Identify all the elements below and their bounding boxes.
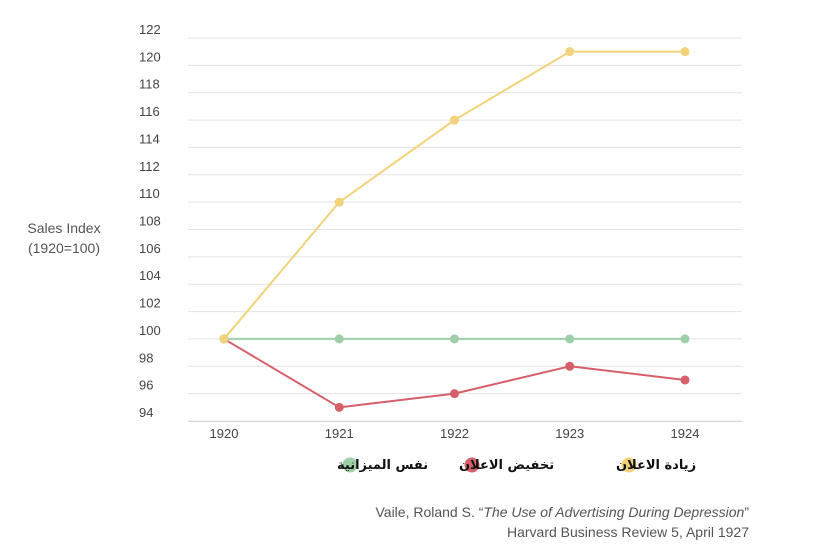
y-tick-labels: 94 96 98 100 102 104 106 108 110 112 114 116 118 120 1… [139,22,161,420]
y-tick-label: 96 [139,378,153,393]
y-tick-label: 114 [139,131,160,146]
y-tick-label: 118 [139,77,160,92]
data-point [680,47,690,57]
y-axis-label: Sales Index (1920=100) [14,218,114,258]
x-tick-label: 1922 [440,426,469,441]
source-line2: Harvard Business Review 5, April 1927 [506,524,749,540]
legend-marker [464,457,480,473]
legend-label: زيادة الاعلان [616,458,696,473]
data-point [565,47,575,57]
y-tick-label: 98 [139,350,153,365]
y-tick-label: 116 [139,104,160,119]
y-axis-label-line2: (1920=100) [27,240,100,256]
data-point [680,334,690,344]
y-tick-label: 94 [139,405,153,420]
data-point [565,334,575,344]
source-title: The Use of Advertising During Depression [483,504,745,520]
legend: زيادة الاعلان تخفيض الاعلان نفس الميزانية [337,457,696,473]
x-tick-label: 1924 [671,426,700,441]
source-line1: Vaile, Roland S. “The Use of Advertising… [375,502,749,522]
legend-marker [342,457,358,473]
data-point [334,197,344,207]
data-point [680,375,690,385]
y-tick-label: 100 [139,323,161,338]
y-axis-label-line1: Sales Index [27,220,101,236]
data-point [334,334,344,344]
data-point [450,389,459,399]
y-tick-label: 106 [139,241,161,256]
data-point [219,334,229,344]
legend-label: تخفيض الاعلان [459,458,554,473]
data-point [565,361,575,371]
source-citation: Vaile, Roland S. “The Use of Advertising… [375,502,749,542]
y-tick-label: 122 [139,22,161,37]
y-tick-label: 104 [139,268,161,283]
data-point [450,115,459,125]
y-tick-label: 102 [139,296,161,311]
y-tick-label: 108 [139,214,161,229]
legend-label: نفس الميزانية [337,458,428,473]
x-tick-label: 1920 [210,426,239,441]
series-points [219,47,690,412]
x-tick-labels: 1920 1921 1922 1923 1924 [210,426,700,441]
x-tick-label: 1921 [325,426,354,441]
y-tick-label: 120 [139,49,161,64]
x-tick-label: 1923 [555,426,584,441]
data-point [334,402,344,412]
legend-marker [621,457,637,473]
data-point [450,334,459,344]
source-close-quote: ” [744,504,749,520]
grid-lines [188,37,742,422]
y-tick-label: 112 [139,159,160,174]
source-author: Vaile, Roland S. “ [375,504,484,520]
series-line [223,50,685,340]
y-tick-label: 110 [139,186,160,201]
